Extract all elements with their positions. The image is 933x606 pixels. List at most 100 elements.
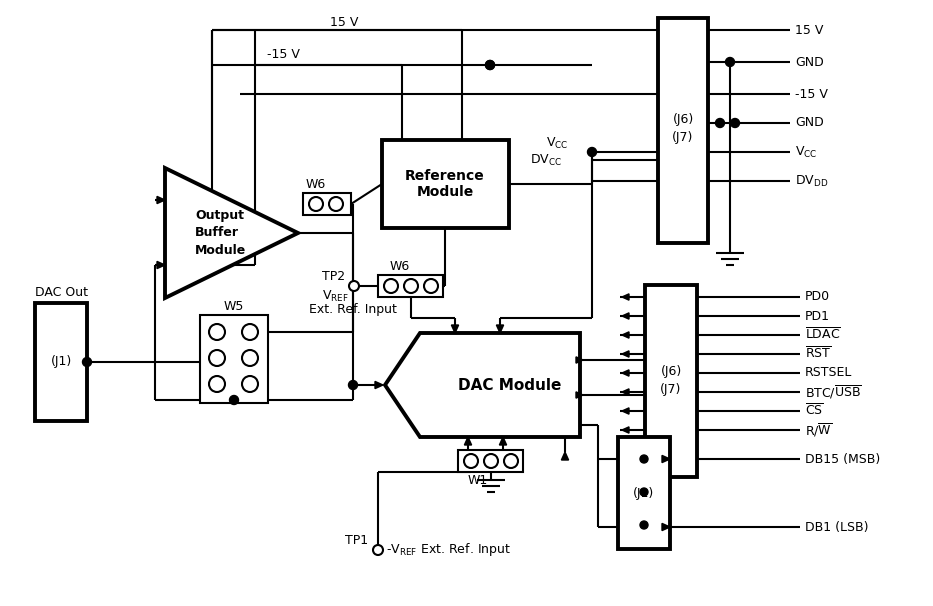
Circle shape: [349, 281, 359, 291]
Polygon shape: [576, 357, 583, 363]
Polygon shape: [499, 437, 507, 445]
Bar: [658, 18, 708, 243]
Circle shape: [504, 454, 518, 468]
Text: W6: W6: [390, 261, 411, 273]
Circle shape: [485, 61, 494, 70]
Polygon shape: [622, 332, 629, 338]
Bar: [35, 303, 87, 421]
Text: -15 V: -15 V: [267, 48, 299, 61]
Polygon shape: [496, 325, 504, 333]
Text: PD1: PD1: [805, 310, 830, 322]
Circle shape: [242, 324, 258, 340]
Circle shape: [464, 454, 478, 468]
Text: Module: Module: [416, 185, 474, 199]
Polygon shape: [375, 381, 383, 388]
Polygon shape: [465, 437, 471, 445]
Bar: [382, 140, 509, 228]
Polygon shape: [157, 196, 165, 204]
Text: (J1): (J1): [634, 487, 655, 499]
Text: -15 V: -15 V: [795, 87, 828, 101]
Bar: [303, 193, 351, 215]
Circle shape: [309, 197, 323, 211]
Polygon shape: [662, 524, 670, 531]
Text: RSTSEL: RSTSEL: [805, 367, 853, 379]
Text: TP1: TP1: [345, 533, 369, 547]
Circle shape: [373, 545, 383, 555]
Text: GND: GND: [795, 116, 824, 130]
Text: DV$_{\mathregular{CC}}$: DV$_{\mathregular{CC}}$: [530, 153, 562, 167]
Circle shape: [209, 324, 225, 340]
Bar: [618, 437, 670, 549]
Text: R/$\overline{\rm W}$: R/$\overline{\rm W}$: [805, 421, 832, 439]
Bar: [200, 315, 268, 403]
Polygon shape: [622, 427, 629, 433]
Polygon shape: [662, 455, 670, 462]
Circle shape: [209, 376, 225, 392]
Text: (J7): (J7): [673, 130, 694, 144]
Polygon shape: [622, 313, 629, 319]
Text: Reference: Reference: [405, 169, 485, 183]
Text: Output: Output: [195, 208, 244, 222]
Text: (J6): (J6): [661, 365, 682, 379]
Circle shape: [82, 358, 91, 367]
Bar: [645, 285, 697, 477]
Text: $\overline{\rm LDAC}$: $\overline{\rm LDAC}$: [805, 327, 841, 343]
Circle shape: [731, 119, 740, 127]
Text: W6: W6: [306, 179, 327, 191]
Text: W1: W1: [468, 473, 488, 487]
Text: GND: GND: [795, 56, 824, 68]
Circle shape: [209, 350, 225, 366]
Text: V$_{\mathregular{CC}}$: V$_{\mathregular{CC}}$: [795, 144, 817, 159]
Polygon shape: [562, 452, 568, 460]
Circle shape: [484, 454, 498, 468]
Text: BTC/$\overline{\rm USB}$: BTC/$\overline{\rm USB}$: [805, 384, 862, 401]
Circle shape: [640, 455, 648, 463]
Bar: [458, 450, 523, 472]
Text: DB1 (LSB): DB1 (LSB): [805, 521, 869, 533]
Circle shape: [485, 61, 494, 70]
Text: V$_{\mathregular{REF}}$: V$_{\mathregular{REF}}$: [322, 288, 349, 304]
Circle shape: [424, 279, 438, 293]
Circle shape: [640, 521, 648, 529]
Text: (J6): (J6): [673, 113, 693, 127]
Text: Module: Module: [195, 244, 246, 258]
Circle shape: [349, 381, 357, 390]
Text: $\overline{\rm RST}$: $\overline{\rm RST}$: [805, 346, 831, 362]
Circle shape: [404, 279, 418, 293]
Text: 15 V: 15 V: [330, 16, 358, 28]
Polygon shape: [622, 408, 629, 414]
Text: -V$_{\mathregular{REF}}$ Ext. Ref. Input: -V$_{\mathregular{REF}}$ Ext. Ref. Input: [386, 542, 511, 559]
Circle shape: [242, 350, 258, 366]
Polygon shape: [452, 325, 459, 333]
Bar: [378, 275, 443, 297]
Text: DB15 (MSB): DB15 (MSB): [805, 453, 880, 465]
Text: W5: W5: [224, 299, 244, 313]
Circle shape: [640, 488, 648, 496]
Circle shape: [242, 376, 258, 392]
Text: PD0: PD0: [805, 290, 830, 304]
Polygon shape: [622, 370, 629, 376]
Circle shape: [726, 58, 734, 67]
Polygon shape: [385, 333, 580, 437]
Polygon shape: [622, 389, 629, 395]
Text: 15 V: 15 V: [795, 24, 824, 36]
Text: DAC Module: DAC Module: [458, 378, 562, 393]
Text: $\overline{\rm CS}$: $\overline{\rm CS}$: [805, 403, 824, 419]
Text: V$_{\mathregular{CC}}$: V$_{\mathregular{CC}}$: [546, 136, 568, 150]
Polygon shape: [165, 168, 298, 298]
Text: (J7): (J7): [661, 384, 682, 396]
Text: (J1): (J1): [50, 356, 72, 368]
Circle shape: [588, 147, 596, 156]
Text: Buffer: Buffer: [195, 227, 239, 239]
Circle shape: [716, 119, 725, 127]
Text: Ext. Ref. Input: Ext. Ref. Input: [309, 304, 397, 316]
Polygon shape: [576, 392, 583, 398]
Text: TP2: TP2: [322, 270, 345, 282]
Text: DV$_{\mathregular{DD}}$: DV$_{\mathregular{DD}}$: [795, 173, 829, 188]
Circle shape: [384, 279, 398, 293]
Circle shape: [329, 197, 343, 211]
Polygon shape: [157, 261, 165, 268]
Polygon shape: [622, 351, 629, 357]
Text: DAC Out: DAC Out: [35, 287, 88, 299]
Circle shape: [230, 396, 239, 404]
